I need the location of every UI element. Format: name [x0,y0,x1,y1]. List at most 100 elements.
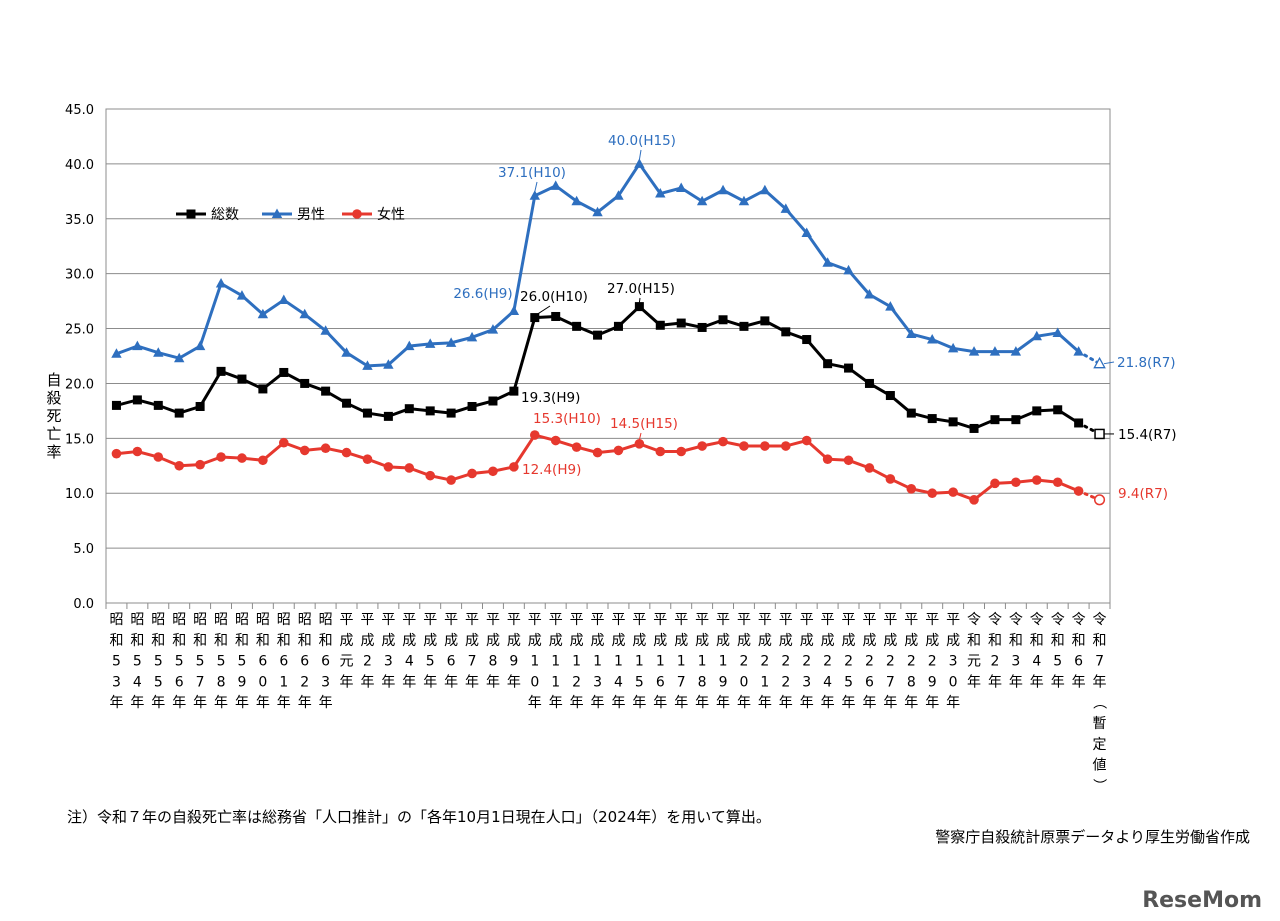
data-point-circle [697,441,707,451]
data-point-circle [488,466,498,477]
data-point-square [111,400,121,410]
data-point-square [1074,418,1084,428]
x-tick-label: 年 [925,695,939,711]
x-tick-label: 和 [109,633,123,649]
x-tick-label: 和 [277,633,291,649]
data-point-triangle [717,184,729,195]
x-tick-label: 9 [928,674,937,690]
x-tick-label: 平 [779,612,793,628]
x-tick-label: 9 [237,674,246,690]
x-tick-label: 年 [235,695,249,711]
x-tick-label: 平 [883,612,897,628]
y-axis-label: 率 [46,443,61,461]
data-point-triangle [320,325,331,335]
x-tick-label: 年 [130,695,144,711]
x-tick-label: 和 [1072,633,1086,649]
x-tick-label: 年 [193,695,207,711]
legend-marker [352,209,362,219]
data-point-circle [195,459,205,470]
x-tick-label: 4 [1032,654,1041,670]
data-point-circle [278,437,289,448]
x-tick-label: 1 [551,654,560,670]
data-point-square [237,374,247,384]
legend-label: 男性 [297,207,325,223]
x-tick-label: 年 [570,695,584,711]
data-point-triangle [968,346,980,356]
x-tick-label: 和 [1009,633,1023,649]
annotation-leader [638,297,641,303]
data-point-circle [174,460,185,471]
x-tick-label: 3 [949,654,958,670]
x-tick-label: 年 [214,695,228,711]
data-point-square [864,378,874,388]
data-point-square [927,414,937,424]
x-tick-label: 成 [611,633,625,649]
y-tick-label: 45.0 [65,103,94,118]
data-point-square [802,335,812,345]
x-tick-label: 0 [949,674,958,690]
x-tick-label: 5 [426,654,435,670]
x-tick-label: 年 [402,674,416,690]
data-point-triangle [885,301,896,311]
data-point-circle [383,462,394,472]
data-point-circle [990,478,1000,489]
x-tick-label: 平 [737,612,751,628]
x-tick-label: 平 [946,612,960,628]
annotation-female-r7: 9.4(R7) [1118,486,1168,502]
data-point-triangle [132,340,143,351]
x-tick-label: 和 [298,633,312,649]
x-tick-label: 8 [698,674,707,690]
data-point-circle [760,441,770,451]
data-point-square [760,316,770,326]
x-tick-label: 平 [423,612,437,628]
data-point-circle [1031,475,1042,485]
data-point-triangle [843,264,854,275]
x-tick-label: 成 [549,633,563,649]
data-point-square [216,366,226,376]
x-tick-label: 1 [677,654,686,670]
x-tick-label: 成 [946,633,960,649]
x-tick-label: 1 [698,654,707,670]
x-tick-label: 2 [886,654,895,670]
x-tick-label: 1 [760,674,769,690]
data-point-circle [801,435,812,446]
x-tick-label: 和 [214,633,228,649]
x-tick-label: 6 [175,674,184,690]
data-point-triangle [404,340,415,351]
data-point-triangle [153,347,164,357]
data-point-square [718,315,728,325]
data-point-square [781,327,791,337]
x-tick-label: 年 [883,695,897,711]
x-tick-label: 和 [1051,633,1065,649]
data-point-triangle [613,190,624,200]
x-tick-label: 昭 [277,612,291,628]
data-point-triangle [655,188,666,198]
x-tick-label: 年 [842,695,856,711]
x-tick-label: 2 [802,654,811,670]
x-tick-label: 平 [465,612,479,628]
x-tick-label: 和 [130,633,144,649]
series-provisional-line-2 [1077,350,1102,366]
x-tick-label: 5 [133,654,142,670]
data-point-square [509,386,519,396]
data-point-circle [718,436,728,447]
data-point-square [300,378,310,388]
x-tick-label: 平 [904,612,918,628]
x-tick-label: 平 [591,612,605,628]
x-tick-label: 1 [719,654,728,670]
x-tick-label: 和 [172,633,186,649]
data-point-circle [864,463,875,473]
x-tick-label: 2 [823,654,832,670]
x-tick-label: 5 [844,674,853,690]
x-tick-label: 3 [802,674,811,690]
x-tick-label: 6 [1074,654,1083,670]
x-tick-label: 7 [886,674,895,690]
data-point-triangle [466,331,478,342]
x-tick-label: 3 [112,674,121,690]
legend-label: 女性 [377,206,405,223]
data-point-square [195,401,205,411]
x-tick-label: 9 [719,674,728,690]
data-point-triangle [1031,330,1042,341]
data-point-square [885,391,895,401]
x-tick-label: 成 [716,633,730,649]
